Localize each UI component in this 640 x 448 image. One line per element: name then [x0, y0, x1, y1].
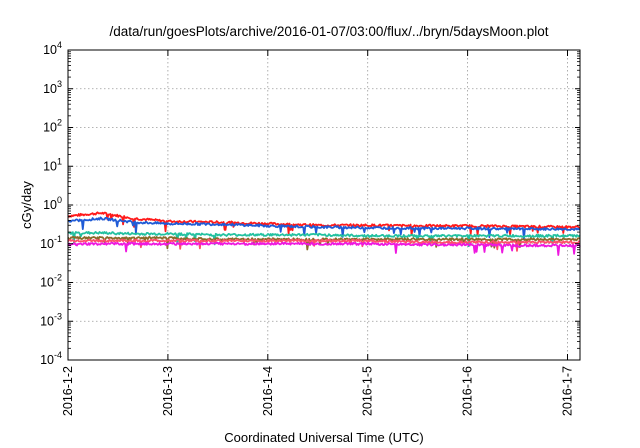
y-tick-label: 100 [43, 195, 62, 212]
series-line-5 [67, 238, 581, 252]
series-line-3 [67, 230, 581, 248]
x-tick-labels: 2016-1-2 2016-1-3 2016-1-4 2016-1-5 2016-1-6… [61, 50, 575, 416]
grid-lines [68, 50, 580, 360]
x-tick-label: 2016-1-5 [361, 366, 375, 416]
y-tick-label: 104 [43, 40, 62, 57]
series-line-1 [67, 211, 581, 237]
series-layer [67, 211, 581, 256]
x-tick-label: 2016-1-6 [461, 366, 475, 416]
plot-frame [67, 49, 581, 361]
y-axis-label: cGy/day [19, 181, 34, 229]
y-tick-label: 101 [43, 156, 62, 173]
series-line-2 [67, 216, 581, 240]
x-tick-label: 2016-1-7 [561, 366, 575, 416]
series-line-6 [67, 241, 581, 256]
x-tick-label: 2016-1-2 [61, 366, 75, 416]
y-tick-label: 10-1 [40, 234, 62, 251]
x-axis-label: Coordinated Universal Time (UTC) [224, 430, 423, 445]
chart-title: /data/run/goesPlots/archive/2016-01-07/0… [109, 24, 548, 39]
y-tick-label: 102 [43, 118, 62, 135]
y-tick-label: 10-4 [40, 350, 62, 367]
x-tick-label: 2016-1-3 [161, 366, 175, 416]
y-tick-label: 10-3 [40, 311, 62, 328]
y-tick-label: 10-2 [40, 273, 62, 290]
y-tick-label: 103 [43, 79, 62, 96]
x-tick-label: 2016-1-4 [261, 366, 275, 416]
